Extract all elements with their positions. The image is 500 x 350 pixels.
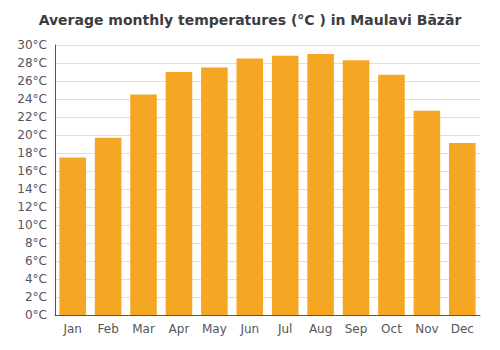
svg-text:20°C: 20°C (17, 128, 47, 142)
svg-text:Sep: Sep (345, 322, 368, 336)
svg-text:18°C: 18°C (17, 146, 47, 160)
svg-text:Average monthly temperatures (: Average monthly temperatures (°C ) in Ma… (39, 12, 462, 28)
svg-text:Mar: Mar (132, 322, 155, 336)
svg-text:22°C: 22°C (17, 110, 47, 124)
svg-text:24°C: 24°C (17, 92, 47, 106)
svg-text:Oct: Oct (381, 322, 402, 336)
svg-text:6°C: 6°C (25, 254, 47, 268)
svg-text:8°C: 8°C (25, 236, 47, 250)
svg-text:Jul: Jul (277, 322, 292, 336)
svg-text:16°C: 16°C (17, 164, 47, 178)
svg-text:Feb: Feb (98, 322, 119, 336)
svg-text:0°C: 0°C (25, 308, 47, 322)
svg-text:Dec: Dec (451, 322, 474, 336)
svg-text:May: May (202, 322, 227, 336)
svg-text:10°C: 10°C (17, 218, 47, 232)
svg-text:2°C: 2°C (25, 290, 47, 304)
svg-text:Aug: Aug (309, 322, 332, 336)
svg-text:Jan: Jan (62, 322, 82, 336)
svg-text:Jun: Jun (239, 322, 259, 336)
svg-text:28°C: 28°C (17, 56, 47, 70)
svg-text:26°C: 26°C (17, 74, 47, 88)
svg-text:30°C: 30°C (17, 38, 47, 52)
svg-text:14°C: 14°C (17, 182, 47, 196)
svg-text:12°C: 12°C (17, 200, 47, 214)
svg-text:Nov: Nov (415, 322, 438, 336)
svg-text:Apr: Apr (169, 322, 190, 336)
svg-text:4°C: 4°C (25, 272, 47, 286)
